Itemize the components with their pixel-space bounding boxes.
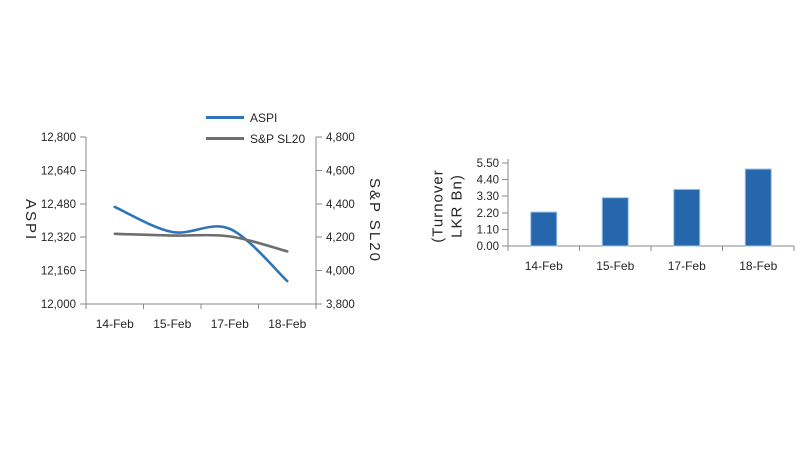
category-label: 15-Feb xyxy=(596,259,634,273)
legend-item-spsl20: S&P SL20 xyxy=(206,128,305,149)
right-axis-tick-label: 4,000 xyxy=(326,266,355,278)
turnover-axis-tick-label: 2.20 xyxy=(477,208,499,220)
aspi-line xyxy=(113,205,289,283)
turnover-bar xyxy=(601,197,629,247)
aspi-axis-title: ASPI xyxy=(22,199,39,242)
category-label: 18-Feb xyxy=(268,317,306,331)
right-axis-tick-label: 4,800 xyxy=(326,132,355,144)
legend-label-aspi: ASPI xyxy=(250,110,278,125)
left-axis-tick-label: 12,160 xyxy=(41,266,76,278)
turnover-axis-tick-label: 5.50 xyxy=(477,158,499,170)
turnover-axis-tick-label: 4.40 xyxy=(477,175,499,187)
turnover-axis-tick-label: 3.30 xyxy=(477,191,499,203)
turnover-bar xyxy=(744,168,772,247)
category-label: 18-Feb xyxy=(739,259,777,273)
legend-item-aspi: ASPI xyxy=(206,107,305,128)
right-axis-tick-label: 3,800 xyxy=(326,299,355,311)
left-axis-tick-label: 12,000 xyxy=(41,299,76,311)
turnover-bar xyxy=(673,188,701,247)
category-label: 14-Feb xyxy=(96,317,134,331)
category-label: 14-Feb xyxy=(525,259,563,273)
left-axis-tick-label: 12,320 xyxy=(41,232,76,244)
category-label: 17-Feb xyxy=(211,317,249,331)
aspi-line-swatch-icon xyxy=(206,116,244,119)
right-axis-tick-label: 4,400 xyxy=(326,199,355,211)
turnover-chart: 5.50 4.40 3.30 2.20 1.10 0.00 14-Feb 15-Feb 17-F… xyxy=(477,158,795,273)
price-chart-legend: ASPI S&P SL20 xyxy=(206,107,305,149)
right-axis-tick-label: 4,200 xyxy=(326,232,355,244)
turnover-axis-title-box: (Turnover LKR Bn) xyxy=(424,144,472,268)
turnover-axis-title: (Turnover LKR Bn) xyxy=(430,169,466,243)
right-axis-tick-label: 4,600 xyxy=(326,165,355,177)
category-label: 15-Feb xyxy=(153,317,191,331)
spsl20-line-swatch-icon xyxy=(206,137,244,140)
category-label: 17-Feb xyxy=(668,259,706,273)
turnover-axis-tick-label: 1.10 xyxy=(477,224,499,236)
left-axis-tick-label: 12,640 xyxy=(41,165,76,177)
spsl20-axis-title: S&P SL20 xyxy=(366,178,383,263)
legend-label-spsl20: S&P SL20 xyxy=(250,131,306,146)
price-chart: 12,800 4,800 12,640 4,600 12,480 4,400 12,320 4… xyxy=(41,132,355,331)
turnover-axis-tick-label: 0.00 xyxy=(477,241,499,253)
left-axis-tick-label: 12,800 xyxy=(41,132,76,144)
spsl20-line xyxy=(113,232,289,253)
left-axis-tick-label: 12,480 xyxy=(41,199,76,211)
turnover-bar xyxy=(530,211,558,247)
